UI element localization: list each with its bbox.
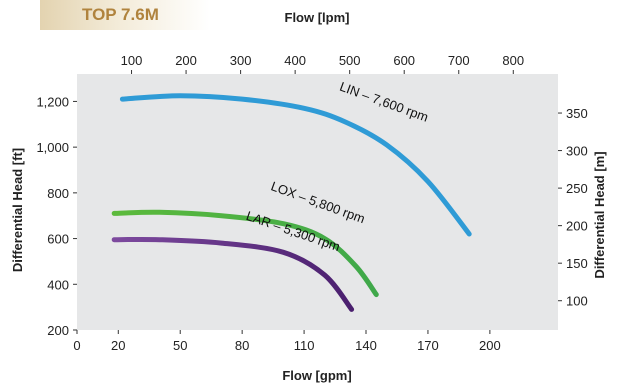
x-top-tick-label: 100 (121, 53, 143, 68)
x-bottom-tick-label: 140 (355, 338, 377, 353)
y-left-tick-label: 800 (47, 186, 69, 201)
y-right-tick-label: 250 (566, 181, 588, 196)
series-curve-lar (111, 236, 355, 312)
y-left-axis-title: Differential Head [ft] (10, 148, 25, 272)
x-bottom-tick-label: 110 (294, 338, 315, 353)
x-top-tick-label: 800 (502, 53, 524, 68)
series-curve-lox (111, 209, 379, 298)
x-top-tick-label: 500 (339, 53, 361, 68)
x-bottom-axis-title: Flow [gpm] (282, 368, 351, 383)
x-top-tick-label: 600 (393, 53, 415, 68)
x-bottom-tick-label: 0 (73, 338, 80, 353)
y-left-tick-label: 200 (47, 323, 69, 338)
x-top-tick-label: 300 (230, 53, 252, 68)
y-right-axis-title: Differential Head [m] (592, 151, 607, 278)
x-top-tick-label: 200 (175, 53, 197, 68)
y-right-tick-label: 200 (566, 219, 588, 234)
plot-area (77, 74, 558, 330)
y-left-tick-label: 400 (47, 277, 69, 292)
y-right-tick-label: 350 (566, 106, 588, 121)
x-bottom-tick-label: 20 (111, 338, 125, 353)
model-badge-label: TOP 7.6M (82, 5, 159, 24)
x-top-tick-label: 400 (284, 53, 306, 68)
y-left-tick-label: 1,200 (36, 94, 69, 109)
x-bottom-tick-label: 200 (479, 338, 501, 353)
model-badge: TOP 7.6M (40, 0, 210, 30)
y-right-tick-label: 150 (566, 256, 588, 271)
y-right-tick-label: 300 (566, 144, 588, 159)
x-bottom-tick-label: 80 (235, 338, 249, 353)
y-left-tick-label: 600 (47, 232, 69, 247)
x-top-tick-label: 700 (448, 53, 470, 68)
y-right-tick-label: 100 (566, 294, 588, 309)
x-top-axis-title: Flow [lpm] (285, 10, 350, 25)
x-bottom-tick-label: 50 (173, 338, 187, 353)
x-bottom-tick-label: 170 (417, 338, 439, 353)
series-curve-lin (119, 93, 472, 237)
y-left-tick-label: 1,000 (36, 140, 69, 155)
